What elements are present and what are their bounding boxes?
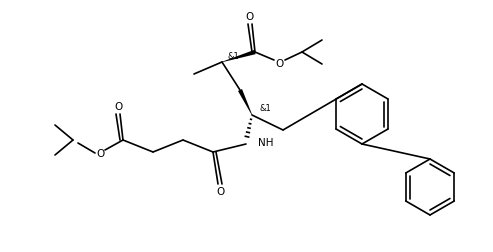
Text: NH: NH — [258, 137, 274, 147]
Text: O: O — [276, 59, 284, 69]
Text: O: O — [216, 186, 224, 196]
Polygon shape — [222, 51, 256, 63]
Text: O: O — [96, 148, 104, 158]
Text: O: O — [246, 12, 254, 22]
Text: &1: &1 — [259, 103, 271, 112]
Text: O: O — [114, 102, 122, 112]
Text: &1: &1 — [228, 51, 240, 60]
Polygon shape — [238, 90, 252, 116]
